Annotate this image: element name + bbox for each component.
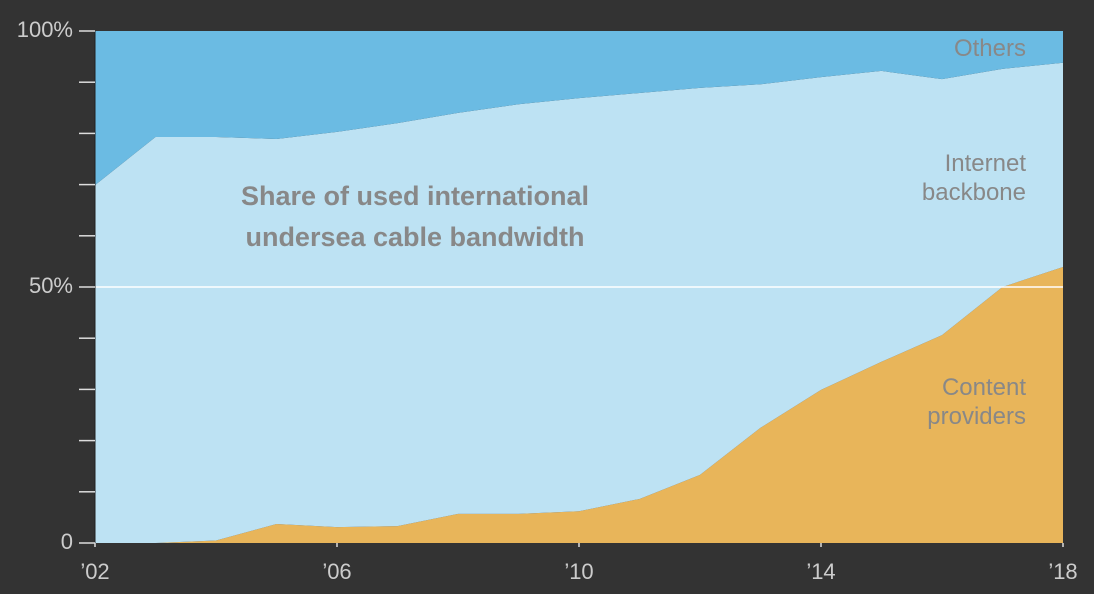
x-tick-label: ’14 <box>806 559 835 584</box>
series-label: Content providers <box>927 374 1026 430</box>
x-tick-label: ’02 <box>80 559 109 584</box>
y-tick-label: 50% <box>29 273 73 298</box>
x-tick-label: ’10 <box>564 559 593 584</box>
y-tick-label: 100% <box>17 17 73 42</box>
series-label: Others <box>953 35 1026 62</box>
x-tick-label: ’06 <box>322 559 351 584</box>
area <box>95 267 1063 543</box>
x-tick-label: ’18 <box>1048 559 1077 584</box>
chart-title: Share of used international undersea cab… <box>240 181 590 252</box>
series-label: Internet backbone <box>921 150 1026 206</box>
area <box>95 62 1063 544</box>
area <box>95 31 1063 186</box>
y-tick-label: 0 <box>61 529 73 554</box>
